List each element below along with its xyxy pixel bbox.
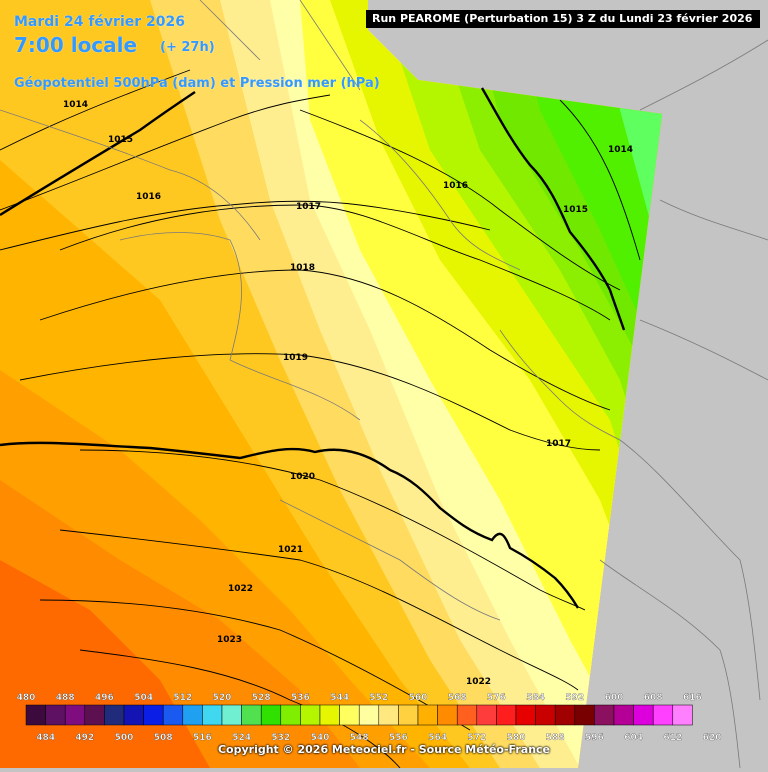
legend-label-bottom: 564 (428, 733, 447, 743)
legend-label-top: 560 (409, 693, 428, 703)
isobar-label: 1016 (136, 192, 161, 202)
legend-swatch (84, 704, 105, 726)
legend-label-bottom: 492 (75, 733, 94, 743)
legend-swatch (456, 704, 478, 726)
forecast-offset: (+ 27h) (160, 40, 215, 55)
legend-label-top: 568 (448, 693, 467, 703)
legend-swatch (515, 704, 536, 726)
legend-swatch (398, 704, 419, 726)
legend-swatch (574, 704, 595, 726)
legend-swatch (476, 704, 497, 726)
run-banner: Run PEAROME (Perturbation 15) 3 Z du Lun… (366, 10, 760, 28)
legend-swatch (64, 704, 86, 726)
legend-label-bottom: 516 (193, 733, 212, 743)
legend-label-bottom: 588 (546, 733, 565, 743)
legend-swatch (535, 704, 556, 726)
legend-swatch (162, 704, 184, 726)
legend-swatch (319, 704, 340, 726)
parameter-title: Géopotentiel 500hPa (dam) et Pression me… (14, 76, 380, 91)
legend-swatch (594, 704, 615, 726)
legend-label-bottom: 484 (36, 733, 55, 743)
isobar-label: 1017 (546, 439, 571, 449)
isobar-label: 1015 (108, 135, 133, 145)
isobar-label: 1022 (466, 677, 491, 687)
legend-swatch (672, 704, 693, 726)
legend-label-top: 536 (291, 693, 310, 703)
legend: 480 488 496 504 512 520 528 536 544 552 560 568 576 5… (16, 693, 722, 743)
legend-label-bottom: 596 (585, 733, 604, 743)
legend-label-top: 480 (17, 693, 36, 703)
legend-label-top: 616 (683, 693, 702, 703)
legend-label-top: 512 (173, 693, 192, 703)
legend-swatch (633, 704, 654, 726)
legend-label-bottom: 532 (271, 733, 290, 743)
isobar-label: 1023 (217, 635, 242, 645)
legend-swatch (358, 704, 380, 726)
pressure-labels: 1014 1015 1016 1017 1018 1019 1020 1021 … (63, 100, 633, 687)
forecast-time: 7:00 locale (14, 33, 138, 57)
legend-swatch (652, 704, 674, 726)
legend-label-bottom: 540 (311, 733, 330, 743)
legend-label-top: 584 (526, 693, 545, 703)
legend-swatch (554, 704, 576, 726)
legend-label-top: 496 (95, 693, 114, 703)
legend-swatch (339, 704, 360, 726)
geopotential-isohypses (0, 87, 626, 609)
legend-swatch (378, 704, 399, 726)
legend-label-top: 608 (644, 693, 663, 703)
isobar-label: 1021 (278, 545, 303, 555)
legend-swatch (221, 704, 242, 726)
legend-swatch (496, 704, 517, 726)
legend-label-top: 504 (134, 693, 153, 703)
isobar-label: 1017 (296, 202, 321, 212)
legend-label-bottom: 524 (232, 733, 251, 743)
isobar-label: 1014 (608, 145, 633, 155)
legend-swatch (300, 704, 321, 726)
legend-swatch (202, 704, 223, 726)
forecast-date: Mardi 24 février 2026 (14, 14, 185, 30)
isobar-label: 1020 (290, 472, 315, 482)
legend-swatch (143, 704, 164, 726)
legend-swatch (104, 704, 125, 726)
legend-swatch (437, 704, 458, 726)
isobar-label: 1016 (443, 181, 468, 191)
legend-label-bottom: 604 (624, 733, 643, 743)
legend-label-top: 592 (565, 693, 584, 703)
legend-swatch (123, 704, 144, 726)
legend-label-bottom: 612 (663, 733, 682, 743)
isobar-label: 1019 (283, 353, 308, 363)
legend-label-top: 520 (213, 693, 232, 703)
legend-swatch (25, 704, 46, 726)
legend-swatch (417, 704, 438, 726)
legend-swatch (182, 704, 203, 726)
isobar-label: 1014 (63, 100, 88, 110)
legend-label-top: 528 (252, 693, 271, 703)
legend-swatch (241, 704, 262, 726)
legend-label-top: 544 (330, 693, 349, 703)
legend-label-bottom: 620 (703, 733, 722, 743)
legend-swatch (613, 704, 634, 726)
copyright: Copyright © 2026 Meteociel.fr - Source M… (217, 743, 551, 756)
legend-label-bottom: 508 (154, 733, 173, 743)
legend-swatch (45, 704, 66, 726)
legend-swatch (280, 704, 301, 726)
legend-label-bottom: 500 (115, 733, 134, 743)
legend-label-top: 552 (369, 693, 388, 703)
legend-label-bottom: 580 (507, 733, 526, 743)
isobar-label: 1015 (563, 205, 588, 215)
legend-label-bottom: 556 (389, 733, 408, 743)
legend-label-bottom: 548 (350, 733, 369, 743)
legend-label-bottom: 572 (467, 733, 486, 743)
isobar-lines (0, 69, 641, 768)
isobar-label: 1022 (228, 584, 253, 594)
isobar-label: 1018 (290, 263, 315, 273)
legend-label-top: 488 (56, 693, 75, 703)
legend-label-top: 576 (487, 693, 506, 703)
legend-swatch (260, 704, 282, 726)
legend-label-top: 600 (605, 693, 624, 703)
